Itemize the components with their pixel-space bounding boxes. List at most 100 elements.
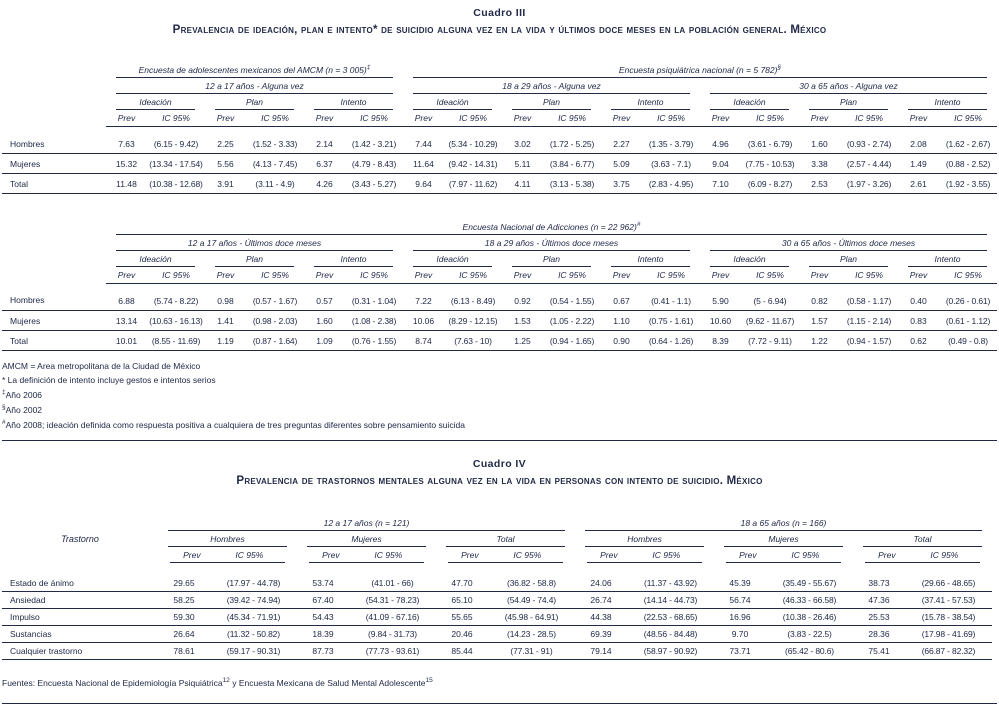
- prev-column-header: Prev: [700, 266, 741, 284]
- footnote-text: AMCM = Area metropolitana de la Ciudad d…: [2, 360, 201, 371]
- measure-header: Plan: [205, 94, 304, 110]
- footnote-text: Año 2002: [5, 404, 43, 415]
- sex-group-header: Total: [853, 531, 992, 548]
- table-row: Total 10.01 (8.55 - 11.69) 1.19 (0.87 - 1.64…: [2, 330, 997, 351]
- prev-value: 5.56: [205, 153, 246, 174]
- ic95-value: (3.11 - 4.9): [246, 173, 304, 194]
- prev-value: 75.41: [853, 642, 905, 661]
- cuadro4-table-container: Trastorno 12 a 17 años (n = 121) 18 a 65 a…: [2, 515, 997, 661]
- prev-column-header: Prev: [304, 109, 345, 127]
- age-group-header-label: 12 a 17 años - Últimos doce meses: [187, 237, 322, 248]
- footnote-line: #Año 2008; ideación definida como respue…: [2, 419, 997, 431]
- ic95-value: (3.43 - 5.27): [345, 173, 403, 194]
- ic95-value: (1.52 - 3.33): [246, 126, 304, 154]
- ic95-column-header: IC 95%: [543, 109, 601, 127]
- ic95-value: (54.49 - 74.4): [488, 591, 575, 610]
- ic95-value: (3.13 - 5.38): [543, 173, 601, 194]
- prev-value: 1.49: [898, 153, 939, 174]
- measure-header-label: Ideación: [139, 253, 172, 264]
- age-group-header: 30 a 65 años - Alguna vez: [700, 78, 997, 94]
- measure-header: Plan: [205, 251, 304, 267]
- ic95-value: (0.76 - 1.55): [345, 330, 403, 351]
- ic95-value: (1.62 - 2.67): [939, 126, 997, 154]
- survey-group-header-label: Encuesta de adolescentes mexicanos del A…: [138, 64, 367, 75]
- ic95-column-header: IC 95%: [930, 550, 959, 561]
- ic95-value: (3.84 - 6.77): [543, 153, 601, 174]
- ic95-column-header: IC 95%: [741, 266, 799, 284]
- prev-value: 45.39: [714, 563, 766, 593]
- prev-value: 26.64: [158, 625, 210, 644]
- ic95-value: (45.34 - 71.91): [210, 608, 297, 627]
- sex-group-header-label: Hombres: [627, 534, 662, 545]
- ic95-column-header: IC 95%: [652, 550, 681, 561]
- row-header-label: Trastorno: [61, 534, 99, 545]
- footnote-line: * La definición de intento incluye gesto…: [2, 375, 997, 386]
- footnote-text: * La definición de intento incluye gesto…: [2, 374, 216, 385]
- prev-value: 55.65: [436, 608, 488, 627]
- cuadro4-table: Trastorno 12 a 17 años (n = 121) 18 a 65 a…: [2, 515, 992, 661]
- ic95-value: (0.75 - 1.61): [642, 310, 700, 331]
- row-label: Estado de ánimo: [2, 563, 158, 593]
- measure-header: Intento: [601, 94, 700, 110]
- ic95-value: (3.63 - 7.1): [642, 153, 700, 174]
- ic95-value: (41.09 - 67.16): [349, 608, 436, 627]
- footnote-marker: §: [2, 403, 6, 411]
- ic95-column-header: IC 95%: [939, 109, 997, 127]
- prev-column-header: Prev: [461, 550, 479, 561]
- footnote-marker: #: [636, 220, 641, 228]
- prev-value: 73.71: [714, 642, 766, 661]
- prev-column-header: Prev: [403, 109, 444, 127]
- ic95-value: (7.63 - 10): [444, 330, 502, 351]
- table-row: Sustancias 26.64 (11.32 - 50.82) 18.39 (9.84…: [2, 625, 992, 644]
- ic95-column-header: IC 95%: [345, 109, 403, 127]
- cuadro3-heading: Cuadro III: [473, 7, 526, 19]
- column-header-pair: Prev IC 95%: [436, 547, 575, 564]
- ic95-value: (0.94 - 1.57): [840, 330, 898, 351]
- row-label: Impulso: [2, 608, 158, 627]
- measure-header-label: Ideación: [733, 253, 766, 264]
- table-row: Total 11.48 (10.38 - 12.68) 3.91 (3.11 - 4.9…: [2, 173, 997, 194]
- footnote-line: AMCM = Area metropolitana de la Ciudad d…: [2, 361, 997, 372]
- ic95-value: (0.31 - 1.04): [345, 283, 403, 311]
- ic95-value: (0.57 - 1.67): [246, 283, 304, 311]
- ic95-column-header: IC 95%: [840, 266, 898, 284]
- prev-value: 10.60: [700, 310, 741, 331]
- prev-value: 3.02: [502, 126, 543, 154]
- cuadro4-title: Prevalencia de trastornos mentales algun…: [236, 475, 763, 488]
- ic95-column-header: IC 95%: [345, 266, 403, 284]
- column-header-pair: Prev IC 95%: [297, 547, 436, 564]
- ic95-value: (7.75 - 10.53): [741, 153, 799, 174]
- sources-line: Fuentes: Encuesta Nacional de Epidemiolo…: [2, 677, 997, 688]
- prev-value: 0.57: [304, 283, 345, 311]
- prev-value: 2.27: [601, 126, 642, 154]
- measure-header-label: Intento: [340, 96, 367, 107]
- ic95-value: (5.74 - 8.22): [147, 283, 205, 311]
- prev-column-header: Prev: [183, 550, 201, 561]
- prev-value: 69.39: [575, 625, 627, 644]
- ic95-value: (7.72 - 9.11): [741, 330, 799, 351]
- ic95-value: (0.49 - 0.8): [939, 330, 997, 351]
- prev-value: 2.61: [898, 173, 939, 194]
- measure-header-label: Plan: [245, 96, 263, 107]
- measure-header-label: Intento: [340, 253, 367, 264]
- ic95-value: (0.26 - 0.61): [939, 283, 997, 311]
- ic95-column-header: IC 95%: [147, 109, 205, 127]
- footnote-line: §Año 2002: [2, 404, 997, 416]
- ic95-column-header: IC 95%: [374, 550, 403, 561]
- table-row: Mujeres 15.32 (13.34 - 17.54) 5.56 (4.13 - 7…: [2, 153, 997, 174]
- sex-group-header: Hombres: [158, 531, 297, 548]
- ic95-column-header: IC 95%: [741, 109, 799, 127]
- measure-header-label: Plan: [839, 253, 857, 264]
- measure-header-label: Ideación: [139, 96, 172, 107]
- ic95-value: (0.64 - 1.26): [642, 330, 700, 351]
- sex-group-header-label: Hombres: [210, 534, 245, 545]
- ic95-value: (4.79 - 8.43): [345, 153, 403, 174]
- measure-header-label: Plan: [245, 253, 263, 264]
- prev-value: 0.98: [205, 283, 246, 311]
- ic95-value: (54.31 - 78.23): [349, 591, 436, 610]
- row-header-cell: [2, 218, 106, 283]
- sex-group-header: Mujeres: [297, 531, 436, 548]
- prev-value: 59.30: [158, 608, 210, 627]
- ic95-value: (59.17 - 90.31): [210, 642, 297, 661]
- ic95-column-header: IC 95%: [235, 550, 264, 561]
